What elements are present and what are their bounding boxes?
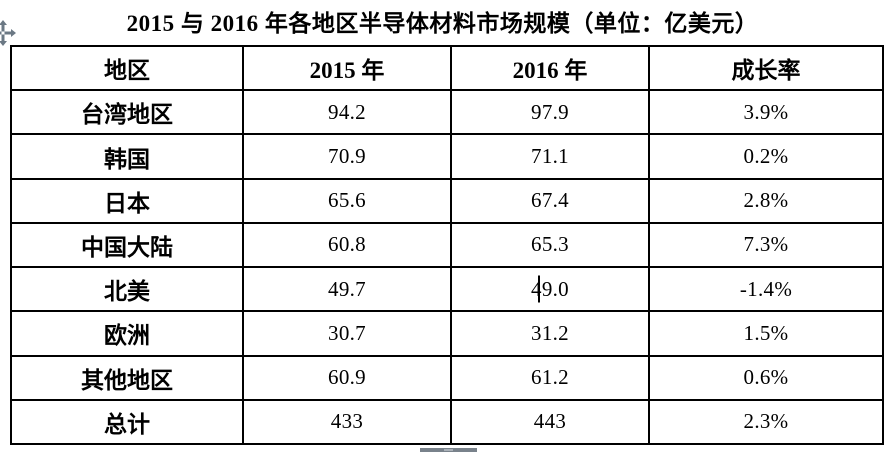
table-row: 其他地区 60.9 61.2 0.6% — [10, 354, 884, 401]
cell-2015[interactable]: 70.9 — [242, 133, 452, 180]
scrollbar-grip — [444, 449, 453, 451]
cell-region[interactable]: 总计 — [10, 398, 244, 446]
cell-growth[interactable]: 7.3% — [648, 221, 884, 269]
page-title: 2015 与 2016 年各地区半导体材料市场规模（单位：亿美元） — [126, 11, 759, 36]
cell-growth[interactable]: 0.2% — [648, 133, 884, 180]
table-row: 欧洲 30.7 31.2 1.5% — [10, 310, 884, 357]
cell-2016[interactable]: 61.2 — [450, 354, 650, 401]
table-row: 总计 433 443 2.3% — [10, 398, 884, 446]
header-2016[interactable]: 2016 年 — [450, 44, 650, 92]
table-header-row: 地区 2015 年 2016 年 成长率 — [10, 44, 884, 92]
cell-region[interactable]: 日本 — [10, 177, 244, 224]
horizontal-scrollbar-thumb[interactable] — [420, 448, 477, 452]
cell-growth[interactable]: 2.3% — [648, 398, 884, 446]
cell-2015[interactable]: 60.8 — [242, 221, 452, 269]
table-row: 韩国 70.9 71.1 0.2% — [10, 133, 884, 180]
cell-2015[interactable]: 49.7 — [242, 266, 452, 313]
cell-2016[interactable]: 443 — [450, 398, 650, 446]
cell-2016[interactable]: 97.9 — [450, 89, 650, 136]
cell-growth[interactable]: 0.6% — [648, 354, 884, 401]
cell-2016[interactable]: 67.4 — [450, 177, 650, 224]
cell-region[interactable]: 其他地区 — [10, 354, 244, 401]
cell-region[interactable]: 韩国 — [10, 133, 244, 180]
cell-2016[interactable]: 71.1 — [450, 133, 650, 180]
table-move-handle-icon[interactable] — [0, 20, 16, 46]
cell-region[interactable]: 中国大陆 — [10, 221, 244, 269]
table-row: 中国大陆 60.8 65.3 7.3% — [10, 221, 884, 269]
cell-growth[interactable]: 2.8% — [648, 177, 884, 224]
table-row: 北美 49.7 49.0 -1.4% — [10, 266, 884, 313]
cell-growth[interactable]: 1.5% — [648, 310, 884, 357]
cell-2016[interactable]: 65.3 — [450, 221, 650, 269]
cell-2016[interactable]: 49.0 — [450, 266, 650, 313]
text-cursor — [538, 275, 540, 303]
cell-2015[interactable]: 30.7 — [242, 310, 452, 357]
cell-region[interactable]: 欧洲 — [10, 310, 244, 357]
cell-2015[interactable]: 60.9 — [242, 354, 452, 401]
header-growth[interactable]: 成长率 — [648, 44, 884, 92]
cell-2016-value: 49.0 — [531, 276, 569, 301]
table-row: 日本 65.6 67.4 2.8% — [10, 177, 884, 224]
header-region[interactable]: 地区 — [10, 44, 244, 92]
cell-region[interactable]: 台湾地区 — [10, 89, 244, 136]
cell-growth[interactable]: 3.9% — [648, 89, 884, 136]
data-table: 地区 2015 年 2016 年 成长率 台湾地区 94.2 97.9 3.9%… — [10, 44, 884, 446]
cell-2015[interactable]: 94.2 — [242, 89, 452, 136]
cell-growth[interactable]: -1.4% — [648, 266, 884, 313]
table-row: 台湾地区 94.2 97.9 3.9% — [10, 89, 884, 136]
cell-2016[interactable]: 31.2 — [450, 310, 650, 357]
header-2015[interactable]: 2015 年 — [242, 44, 452, 92]
cell-2015[interactable]: 433 — [242, 398, 452, 446]
cell-region[interactable]: 北美 — [10, 266, 244, 313]
cell-2015[interactable]: 65.6 — [242, 177, 452, 224]
